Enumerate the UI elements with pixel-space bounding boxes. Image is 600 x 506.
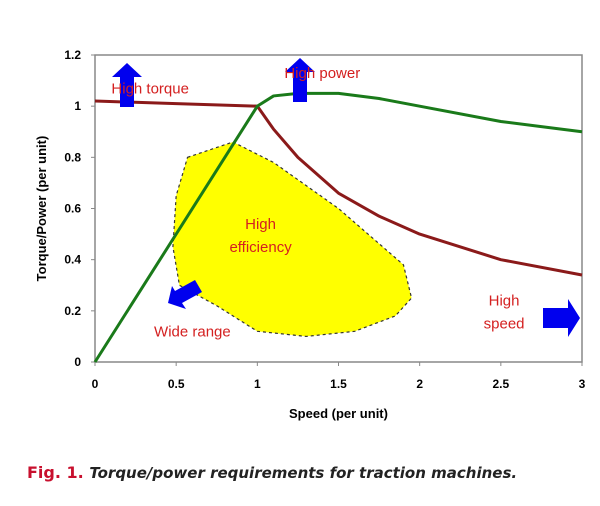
y-tick-label: 0.6	[64, 202, 81, 216]
x-tick-label: 2.5	[492, 377, 509, 391]
y-axis-label: Torque/Power (per unit)	[34, 136, 49, 282]
high-power-arrow-icon	[285, 58, 315, 102]
y-tick-label: 0.8	[64, 150, 81, 164]
x-axis-label: Speed (per unit)	[289, 406, 388, 421]
x-tick-label: 0.5	[168, 377, 185, 391]
figure-caption: Fig. 1. Torque/power requirements for tr…	[27, 463, 517, 482]
efficiency-region	[172, 141, 413, 338]
power-line	[93, 91, 583, 363]
annotation-label: High	[245, 216, 276, 233]
caption-fig-number: Fig. 1.	[27, 463, 84, 482]
high-speed-arrow-icon	[543, 299, 580, 337]
annotation-label: speed	[484, 316, 525, 333]
y-tick-label: 1.2	[64, 48, 81, 62]
y-tick-label: 0.4	[64, 253, 81, 267]
annotation-label: efficiency	[229, 239, 292, 256]
x-tick-label: 1.5	[330, 377, 347, 391]
annotation-label: High	[489, 293, 520, 310]
annotation-label: High torque	[111, 80, 189, 97]
x-tick-label: 2	[416, 377, 423, 391]
y-tick-label: 0.2	[64, 304, 81, 318]
y-tick-label: 0	[74, 355, 81, 369]
y-tick-label: 1	[74, 99, 81, 113]
caption-text: Torque/power requirements for traction m…	[89, 464, 518, 482]
high-torque-arrow-icon	[112, 63, 142, 107]
wide-range-arrow-icon	[168, 280, 202, 309]
torque-line	[94, 99, 583, 277]
annotation-label: High power	[284, 65, 360, 82]
x-tick-label: 0	[92, 377, 99, 391]
x-tick-label: 1	[254, 377, 261, 391]
annotation-label: Wide range	[154, 323, 231, 340]
x-tick-label: 3	[579, 377, 586, 391]
